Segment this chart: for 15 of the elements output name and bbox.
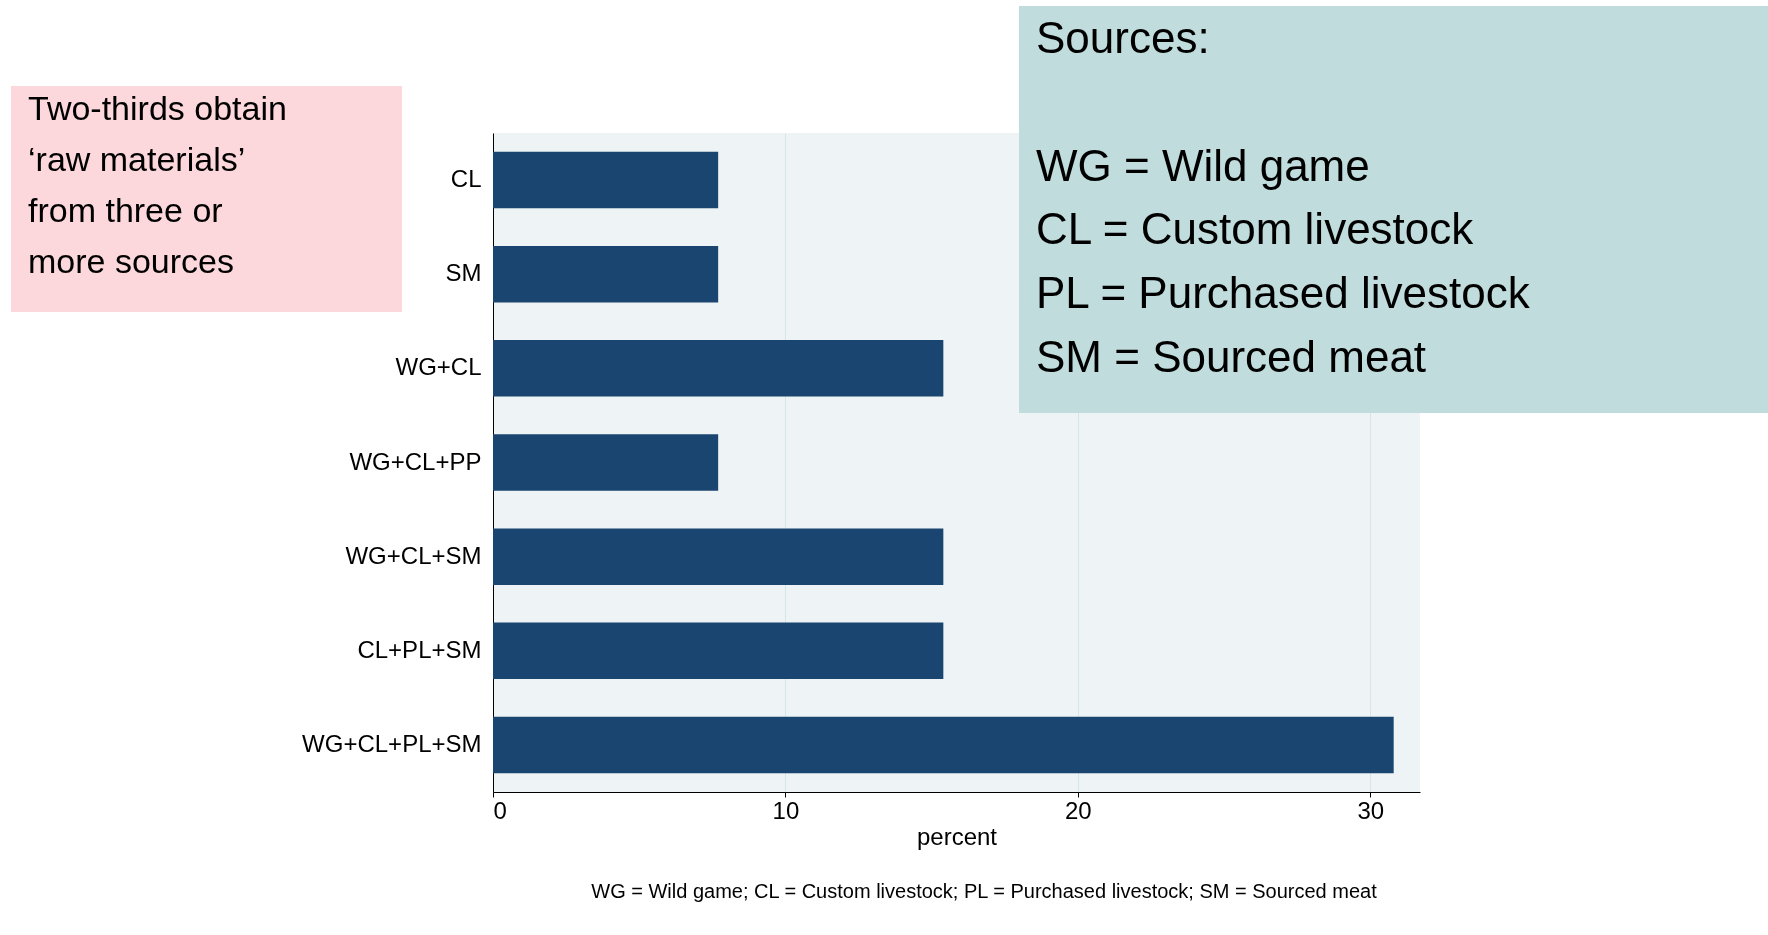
y-tick-label: CL+PL+SM <box>357 635 482 663</box>
y-tick-label: WG+CL+PL+SM <box>302 729 482 757</box>
y-tick-label: WG+CL+PP <box>349 447 482 475</box>
x-axis-title: percent <box>916 822 998 850</box>
x-tick-label: 10 <box>772 796 800 824</box>
x-tick-label: 30 <box>1357 796 1385 824</box>
y-tick-label: WG+CL <box>395 353 482 381</box>
text: WG = Wild game; CL = Custom livestock; PL = Purchased livestock; SM = Sourced meat <box>591 880 1378 902</box>
y-tick-label: WG+CL+SM <box>345 541 482 569</box>
y-tick-label: SM <box>445 259 482 287</box>
text: Two-thirds obtain ‘raw materials’ from three or more sources <box>28 89 287 280</box>
y-tick-label: CL <box>450 165 482 193</box>
x-tick-label: 20 <box>1065 796 1092 824</box>
x-tick-label: 0 <box>493 796 507 824</box>
text: Sources: WG = Wild game CL = Custom livestock PL = Purchased livestock SM = Sourced meat <box>1036 13 1530 381</box>
